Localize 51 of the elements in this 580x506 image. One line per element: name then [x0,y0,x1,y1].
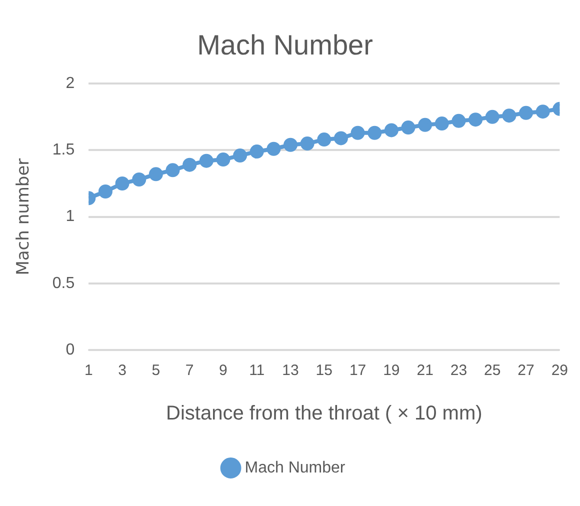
point [300,136,314,151]
x-tick-label: 11 [249,362,265,380]
x-tick-label: 25 [484,362,501,380]
y-axis-title: Mach number [14,158,34,276]
y-tick-label: 1 [66,208,75,226]
x-tick-label: 27 [518,362,534,380]
point [148,167,163,182]
point [368,126,382,140]
x-tick-label: 7 [185,362,194,380]
x-tick-label: 23 [450,362,468,380]
point [166,163,180,178]
x-tick-label: 5 [152,362,160,380]
x-tick-label: 13 [282,362,299,380]
point [115,176,130,190]
point [350,126,365,140]
point [468,112,483,127]
point [284,138,298,152]
x-tick-label: 29 [551,362,568,380]
x-tick-label: 3 [118,362,126,380]
x-tick-label: 9 [219,362,228,380]
point [182,158,197,172]
chart-title: Mach Number [197,30,373,61]
legend-label: Mach Number [244,459,346,476]
point [401,120,416,135]
point [233,148,248,163]
point [132,172,146,187]
x-axis-title: Distance from the throat ( × 10 mm) [166,402,482,425]
y-tick-label: 2 [66,75,75,92]
x-tick-label: 17 [349,362,366,380]
point [452,114,466,128]
point [384,123,398,138]
x-tick-label: 21 [416,362,434,380]
point [519,106,534,120]
x-tick-label: 19 [383,362,400,380]
point [216,152,230,167]
point [418,118,432,132]
point [317,132,332,147]
point [434,116,449,131]
point [98,184,112,198]
y-tick-label: 0.5 [52,274,75,292]
point [536,104,550,119]
point [334,131,348,146]
point [485,110,500,124]
x-tick-label: 1 [84,362,93,380]
point [199,154,214,168]
x-tick-label: 15 [316,362,332,380]
point [250,144,264,159]
y-tick-label: 1.5 [52,142,75,159]
y-tick-label: 0 [66,341,75,358]
point [502,108,516,123]
point [266,142,281,156]
